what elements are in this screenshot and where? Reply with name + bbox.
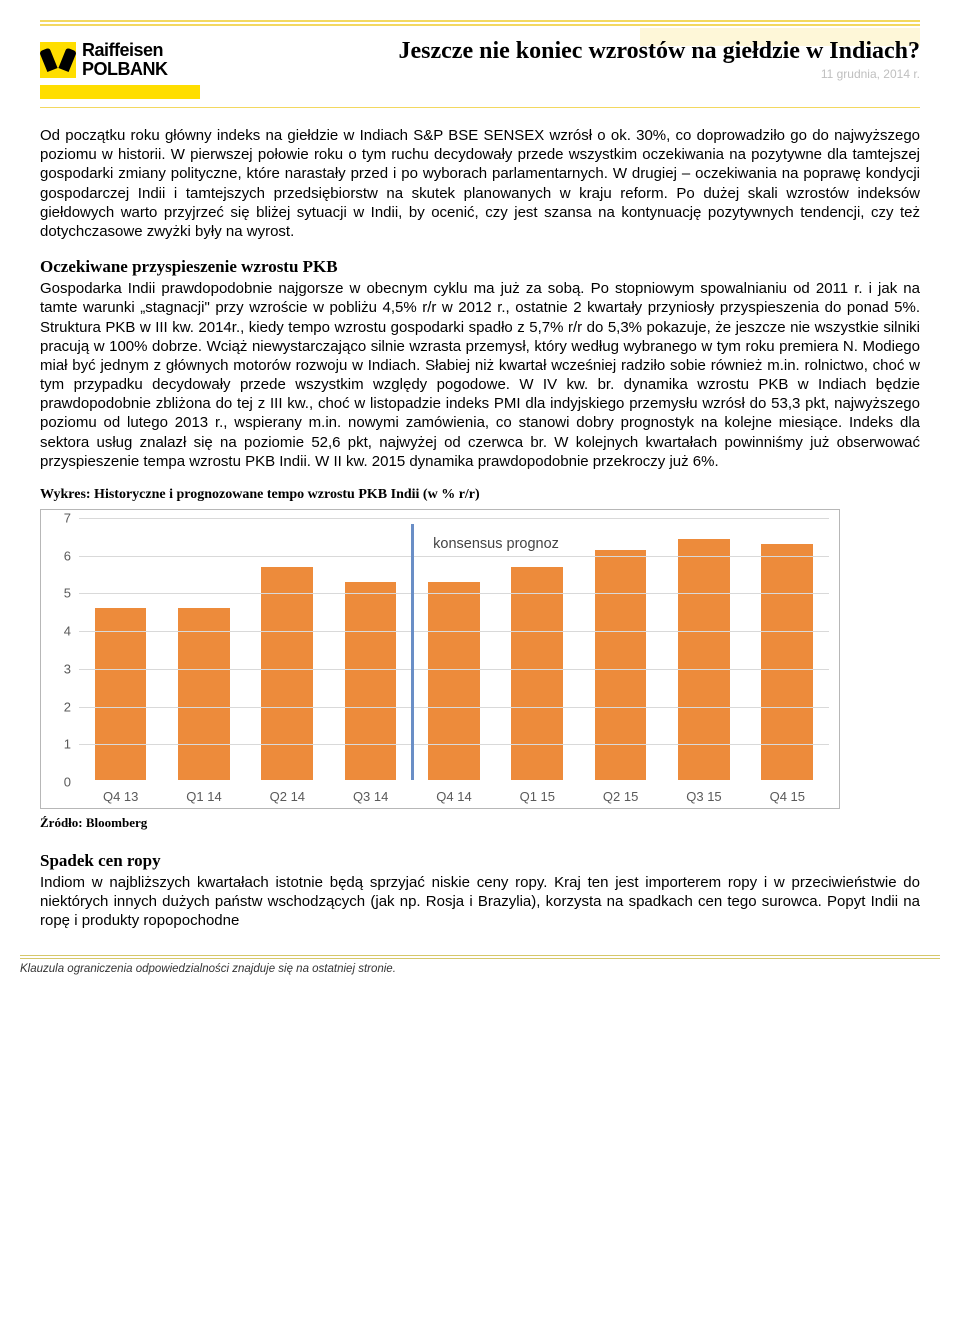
document-date: 11 grudnia, 2014 r.: [188, 67, 921, 81]
x-label: Q2 15: [579, 789, 662, 804]
gridline: [79, 593, 829, 594]
x-label: Q2 14: [246, 789, 329, 804]
brand-logo: Raiffeisen POLBANK: [40, 41, 168, 79]
bar: [595, 550, 647, 780]
bar-slot: [579, 518, 662, 780]
bar: [511, 567, 563, 780]
y-tick: 0: [41, 775, 71, 790]
x-label: Q1 15: [496, 789, 579, 804]
gridline: [79, 518, 829, 519]
under-logo-bar: [40, 85, 200, 99]
chart-x-labels: Q4 13Q1 14Q2 14Q3 14Q4 14Q1 15Q2 15Q3 15…: [79, 789, 829, 804]
bar-slot: [412, 518, 495, 780]
chart-plot-area: konsensus prognoz: [79, 518, 829, 780]
y-tick: 3: [41, 661, 71, 676]
forecast-divider-line: [411, 524, 414, 780]
x-label: Q1 14: [162, 789, 245, 804]
gridline: [79, 556, 829, 557]
section-heading-gdp: Oczekiwane przyspieszenie wzrostu PKB: [40, 257, 920, 277]
bar: [178, 608, 230, 780]
gridline: [79, 631, 829, 632]
top-rule-2: [40, 24, 920, 26]
x-label: Q4 15: [746, 789, 829, 804]
brand-logo-text: Raiffeisen POLBANK: [82, 41, 168, 79]
y-tick: 6: [41, 548, 71, 563]
x-label: Q3 14: [329, 789, 412, 804]
gridline: [79, 707, 829, 708]
bar-slot: [662, 518, 745, 780]
top-rule-1: [40, 20, 920, 22]
header-divider: [40, 107, 920, 108]
brand-line-2: POLBANK: [82, 60, 168, 79]
y-tick: 7: [41, 511, 71, 526]
document-header: Raiffeisen POLBANK Jeszcze nie koniec wz…: [0, 28, 960, 89]
chart-source: Źródło: Bloomberg: [40, 815, 920, 831]
y-tick: 2: [41, 699, 71, 714]
raiffeisen-logo-icon: [40, 42, 76, 78]
chart-title: Wykres: Historyczne i prognozowane tempo…: [40, 487, 920, 503]
bar-slot: [246, 518, 329, 780]
oil-paragraph: Indiom w najbliższych kwartałach istotni…: [40, 873, 920, 931]
footer-disclaimer: Klauzula ograniczenia odpowiedzialności …: [0, 959, 960, 989]
bar-slot: [746, 518, 829, 780]
section-heading-oil: Spadek cen ropy: [40, 851, 920, 871]
x-label: Q3 15: [662, 789, 745, 804]
y-tick: 5: [41, 586, 71, 601]
chart-bars: [79, 518, 829, 780]
intro-paragraph: Od początku roku główny indeks na giełdz…: [40, 126, 920, 241]
brand-line-1: Raiffeisen: [82, 41, 168, 60]
bar-slot: [79, 518, 162, 780]
bar: [345, 582, 397, 780]
x-label: Q4 14: [412, 789, 495, 804]
footer-rule-1: [20, 955, 940, 956]
gridline: [79, 669, 829, 670]
page-title: Jeszcze nie koniec wzrostów na giełdzie …: [188, 38, 921, 65]
content: Od początku roku główny indeks na giełdz…: [0, 126, 960, 955]
bar-slot: [329, 518, 412, 780]
gridline: [79, 744, 829, 745]
bar-slot: [162, 518, 245, 780]
gdp-bar-chart: konsensus prognoz Q4 13Q1 14Q2 14Q3 14Q4…: [40, 509, 840, 809]
bar: [261, 567, 313, 780]
bar-slot: [496, 518, 579, 780]
x-label: Q4 13: [79, 789, 162, 804]
title-block: Jeszcze nie koniec wzrostów na giełdzie …: [168, 38, 921, 81]
chart-annotation: konsensus prognoz: [433, 536, 559, 552]
y-tick: 4: [41, 624, 71, 639]
y-tick: 1: [41, 737, 71, 752]
bar: [428, 582, 480, 780]
bar: [95, 608, 147, 780]
gdp-paragraph: Gospodarka Indii prawdopodobnie najgorsz…: [40, 279, 920, 471]
